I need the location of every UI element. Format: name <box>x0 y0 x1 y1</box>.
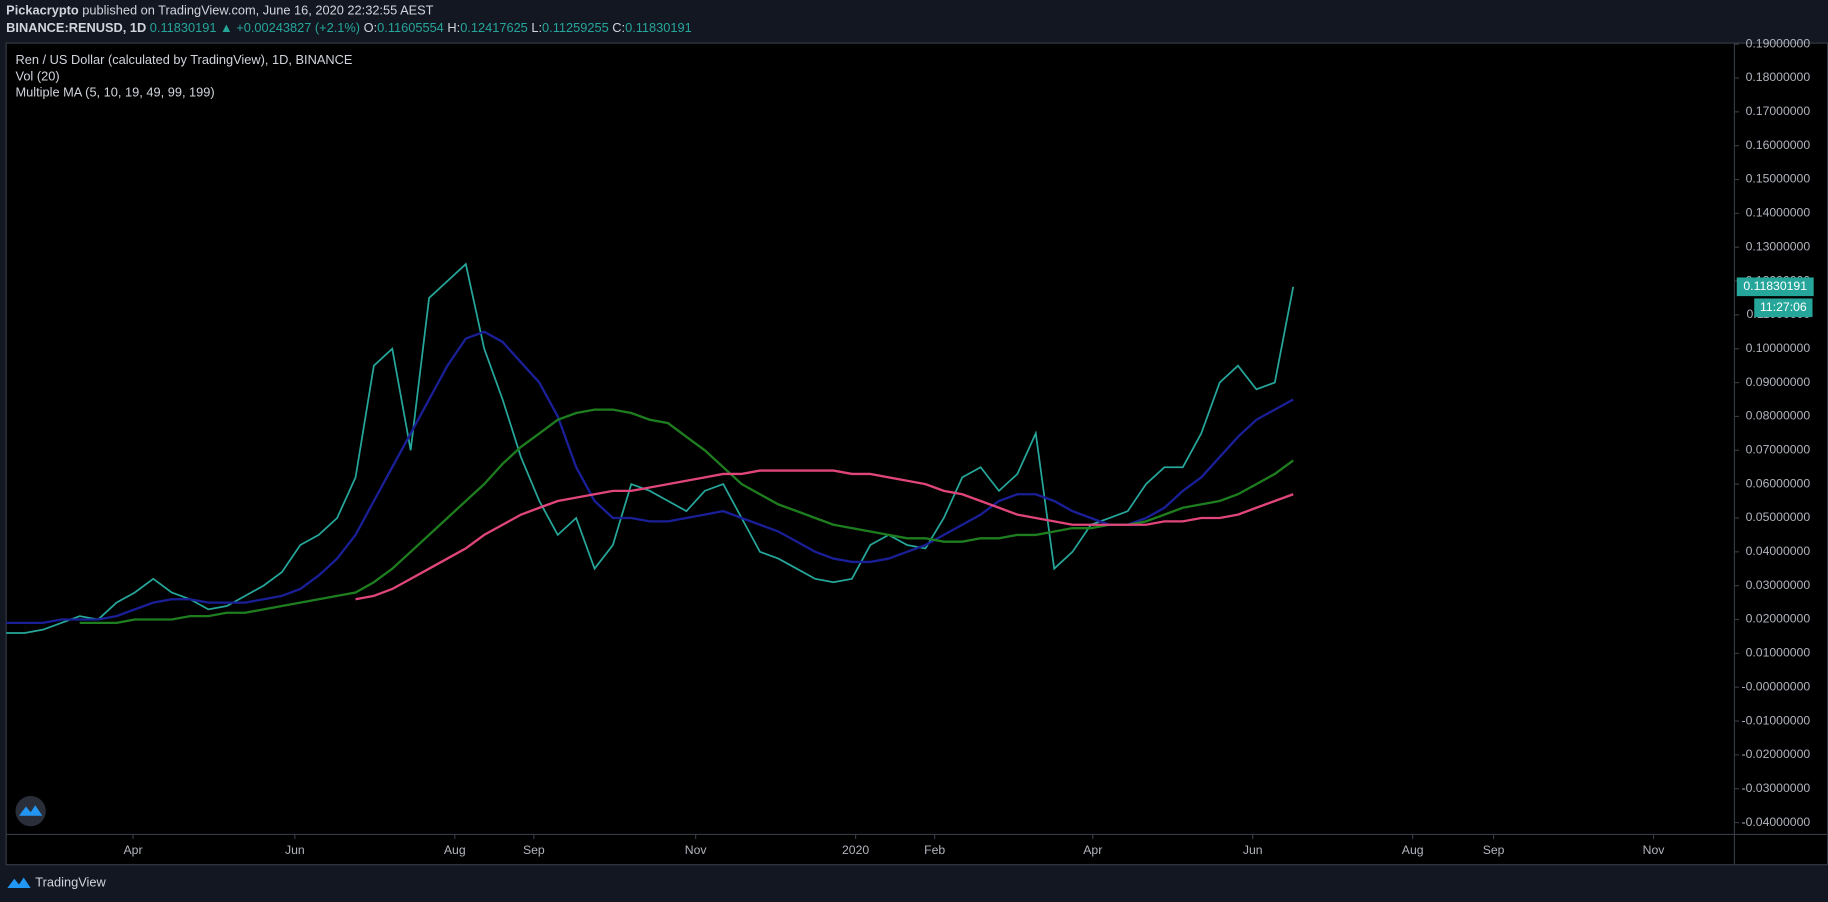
x-tick-label: Apr <box>124 843 143 857</box>
y-tick-label: -0.03000000 <box>1742 781 1811 795</box>
countdown-tag <box>1754 298 1813 318</box>
price-axis <box>1734 43 1828 835</box>
x-tick-label: Aug <box>444 843 466 857</box>
price-tag-label: 0.11830191 <box>1743 279 1807 293</box>
symbol: BINANCE:RENUSD, 1D <box>6 21 146 36</box>
ohlc-key: O: <box>364 21 378 36</box>
y-tick-label: 0.03000000 <box>1746 578 1811 592</box>
ohlc-value: 0.11605554 <box>377 21 444 36</box>
author: Pickacrypto <box>6 3 79 18</box>
y-tick-label: 0.17000000 <box>1746 104 1811 118</box>
published: published on TradingView.com, June 16, 2… <box>82 3 433 18</box>
brand-icon <box>7 877 31 889</box>
y-tick-label: -0.04000000 <box>1742 815 1811 829</box>
x-tick-label: Jun <box>1243 843 1263 857</box>
y-tick-label: 0.15000000 <box>1746 172 1811 186</box>
indicator: Vol (20) <box>15 68 59 83</box>
logo-button[interactable] <box>15 795 46 827</box>
ohlc-key: H: <box>447 21 460 36</box>
y-tick-label: 0.08000000 <box>1746 409 1811 423</box>
change: ▲ +0.00243827 (+2.1%) <box>220 21 360 36</box>
y-tick-label: -0.01000000 <box>1742 713 1811 727</box>
x-tick-label: Apr <box>1083 843 1102 857</box>
last: 0.11830191 <box>150 21 217 36</box>
x-tick-label: 2020 <box>842 843 869 857</box>
x-tick-label: Sep <box>523 843 545 857</box>
y-tick-label: 0.02000000 <box>1746 612 1811 626</box>
plot <box>6 262 1295 634</box>
y-tick-label: -0.00000000 <box>1742 679 1811 693</box>
y-tick-label: 0.07000000 <box>1746 443 1811 457</box>
y-tick-label: 0.18000000 <box>1746 70 1811 84</box>
ohlc-key: L: <box>531 21 542 36</box>
x-tick-label: Nov <box>685 843 708 857</box>
price-tag <box>1736 277 1814 297</box>
plot-area <box>6 43 1735 835</box>
y-tick-label: 0.09000000 <box>1746 375 1811 389</box>
x-tick-label: Sep <box>1483 843 1505 857</box>
price-line <box>6 262 1295 634</box>
chart-title: Ren / US Dollar (calculated by TradingVi… <box>15 52 352 67</box>
ohlc-value: 0.12417625 <box>460 21 528 36</box>
indicator: Multiple MA (5, 10, 19, 49, 99, 199) <box>15 85 214 100</box>
ohlc-key: C: <box>612 21 625 36</box>
ma-line <box>6 330 1294 625</box>
ma-line <box>355 469 1294 601</box>
ohlc-value: 0.11830191 <box>625 21 692 36</box>
ohlc-value: 0.11259255 <box>542 21 609 36</box>
x-tick-label: Feb <box>924 843 945 857</box>
y-tick-label: 0.01000000 <box>1746 646 1811 660</box>
y-tick-label: 0.06000000 <box>1746 476 1811 490</box>
ma-line <box>79 408 1294 625</box>
logo-icon <box>18 805 43 816</box>
y-tick-label: 0.14000000 <box>1746 206 1811 220</box>
header-line: Pickacrypto published on TradingView.com… <box>6 3 434 18</box>
y-tick-label: 0.04000000 <box>1746 544 1811 558</box>
countdown: 11:27:06 <box>1760 300 1807 314</box>
y-tick-label: -0.02000000 <box>1742 747 1811 761</box>
y-tick-label: 0.13000000 <box>1746 239 1811 253</box>
y-tick-label: 0.19000000 <box>1746 36 1811 50</box>
x-tick-label: Nov <box>1643 843 1666 857</box>
quote-line: BINANCE:RENUSD, 1D 0.11830191 ▲ +0.00243… <box>6 21 692 36</box>
brand: TradingView <box>35 875 106 890</box>
y-tick-label: 0.05000000 <box>1746 510 1811 524</box>
time-axis <box>6 834 1828 865</box>
x-tick-label: Aug <box>1402 843 1424 857</box>
y-tick-label: 0.16000000 <box>1746 138 1811 152</box>
x-tick-label: Jun <box>285 843 305 857</box>
y-tick-label: 0.10000000 <box>1746 341 1811 355</box>
